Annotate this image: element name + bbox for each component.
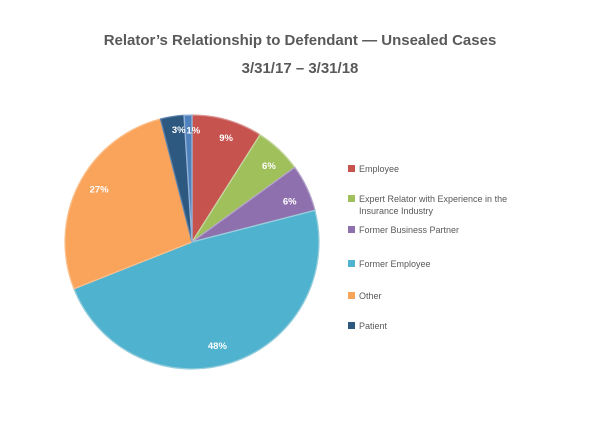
pie-slice-label: 6% [262,161,276,172]
pie-slice-label: 9% [219,133,233,144]
pie-slice-label: 1% [186,126,200,137]
pie-slice-label: 6% [283,197,297,208]
pie-slice-label: 3% [172,125,186,136]
pie-slice-former-employee [73,209,320,370]
chart-title: Relator’s Relationship to Defendant — Un… [0,33,600,76]
pie-slice-slice-7 [183,114,193,243]
chart-title-line2: 3/31/17 – 3/31/18 [241,60,359,77]
chart-title-line1: Relator’s Relationship to Defendant — Un… [103,32,497,49]
pie-slice-other [64,118,193,290]
pie-slice-label: 48% [208,341,228,352]
pie-slice-label: 27% [90,184,110,195]
